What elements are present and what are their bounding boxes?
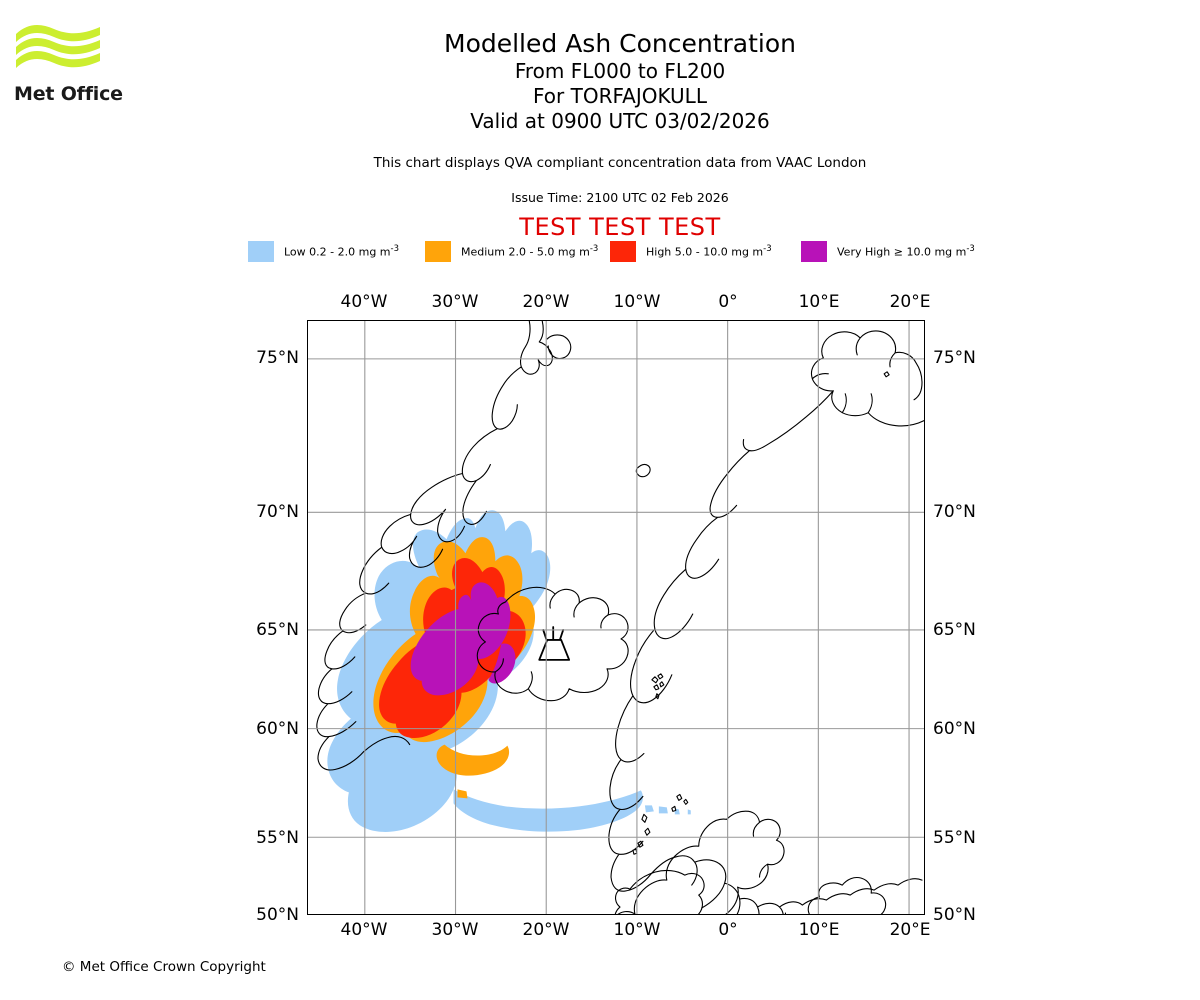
met-office-logo: Met Office xyxy=(14,22,124,114)
lon-tick-top: 20°W xyxy=(522,292,570,312)
legend-swatch xyxy=(425,240,451,262)
issue-time: Issue Time: 2100 UTC 02 Feb 2026 xyxy=(511,190,729,205)
met-office-logo-text: Met Office xyxy=(14,83,123,105)
page-title: Modelled Ash Concentration xyxy=(444,29,796,58)
lon-tick-top: 10°E xyxy=(798,292,840,312)
volcano-symbol xyxy=(538,626,571,661)
lat-tick-left: 50°N xyxy=(256,905,299,925)
legend-swatch xyxy=(801,240,827,262)
qva-note: This chart displays QVA compliant concen… xyxy=(373,155,867,171)
lon-tick-top: 40°W xyxy=(340,292,388,312)
lon-tick-bottom: 10°E xyxy=(798,920,840,940)
ash-concentration-map: 40°W 40°W 30°W 30°W 20°W 20°W 10°W 10°W 0° 0° 10°E… xyxy=(256,292,976,940)
coastline-great-britain xyxy=(617,810,785,914)
lon-tick-top: 10°W xyxy=(613,292,661,312)
legend-label: Very High ≥ 10.0 mg m-3 xyxy=(837,243,975,259)
legend-swatch xyxy=(610,240,636,262)
coastline-scandinavia xyxy=(608,330,924,914)
coastline-jan-mayen xyxy=(635,463,651,478)
coastline-shetland xyxy=(632,813,651,855)
coastline-denmark xyxy=(807,876,887,914)
legend-item-medium: Medium 2.0 - 5.0 mg m-3 xyxy=(425,239,598,263)
lat-tick-left: 75°N xyxy=(256,348,299,368)
lon-tick-top: 0° xyxy=(718,292,738,312)
coastline-iceland xyxy=(476,586,629,702)
map-canvas xyxy=(308,321,924,914)
lon-tick-bottom: 30°W xyxy=(431,920,479,940)
concentration-legend: Low 0.2 - 2.0 mg m-3 Medium 2.0 - 5.0 mg … xyxy=(248,239,993,263)
lat-tick-left: 60°N xyxy=(256,719,299,739)
lon-tick-bottom: 20°E xyxy=(889,920,931,940)
coastline-faroe-islands xyxy=(651,673,665,700)
valid-time: Valid at 0900 UTC 03/02/2026 xyxy=(470,109,770,133)
lon-tick-bottom: 40°W xyxy=(340,920,388,940)
volcano-name: For TORFAJOKULL xyxy=(533,84,707,108)
lat-tick-right: 75°N xyxy=(933,348,976,368)
legend-label: Medium 2.0 - 5.0 mg m-3 xyxy=(461,243,599,259)
legend-item-very-high: Very High ≥ 10.0 mg m-3 xyxy=(801,239,975,263)
map-gridlines xyxy=(308,321,924,914)
lat-tick-right: 60°N xyxy=(933,719,976,739)
coastline-bear-island xyxy=(883,371,890,378)
lat-tick-right: 55°N xyxy=(933,828,976,848)
met-office-wave-mark xyxy=(16,24,100,68)
legend-item-high: High 5.0 - 10.0 mg m-3 xyxy=(610,239,772,263)
lat-tick-right: 50°N xyxy=(933,905,976,925)
lon-tick-bottom: 20°W xyxy=(522,920,570,940)
lat-tick-left: 70°N xyxy=(256,502,299,522)
lat-tick-left: 55°N xyxy=(256,828,299,848)
legend-swatch xyxy=(248,240,274,262)
map-plot-frame xyxy=(307,320,925,915)
chart-header: Modelled Ash Concentration From FL000 to… xyxy=(300,28,940,134)
legend-label: High 5.0 - 10.0 mg m-3 xyxy=(646,243,772,259)
legend-label: Low 0.2 - 2.0 mg m-3 xyxy=(284,243,399,259)
legend-item-low: Low 0.2 - 2.0 mg m-3 xyxy=(248,239,399,263)
coastline-small-islands xyxy=(671,793,689,812)
lat-tick-right: 70°N xyxy=(933,502,976,522)
copyright-notice: © Met Office Crown Copyright xyxy=(62,959,266,975)
coastline-ireland xyxy=(614,869,705,914)
flight-level-range: From FL000 to FL200 xyxy=(514,59,726,83)
lon-tick-bottom: 0° xyxy=(718,920,738,940)
lat-tick-right: 65°N xyxy=(933,620,976,640)
coastline-greenland xyxy=(316,321,572,771)
lon-tick-top: 30°W xyxy=(431,292,479,312)
lat-tick-left: 65°N xyxy=(256,620,299,640)
test-banner: TEST TEST TEST xyxy=(519,213,721,241)
lon-tick-bottom: 10°W xyxy=(613,920,661,940)
lon-tick-top: 20°E xyxy=(889,292,931,312)
